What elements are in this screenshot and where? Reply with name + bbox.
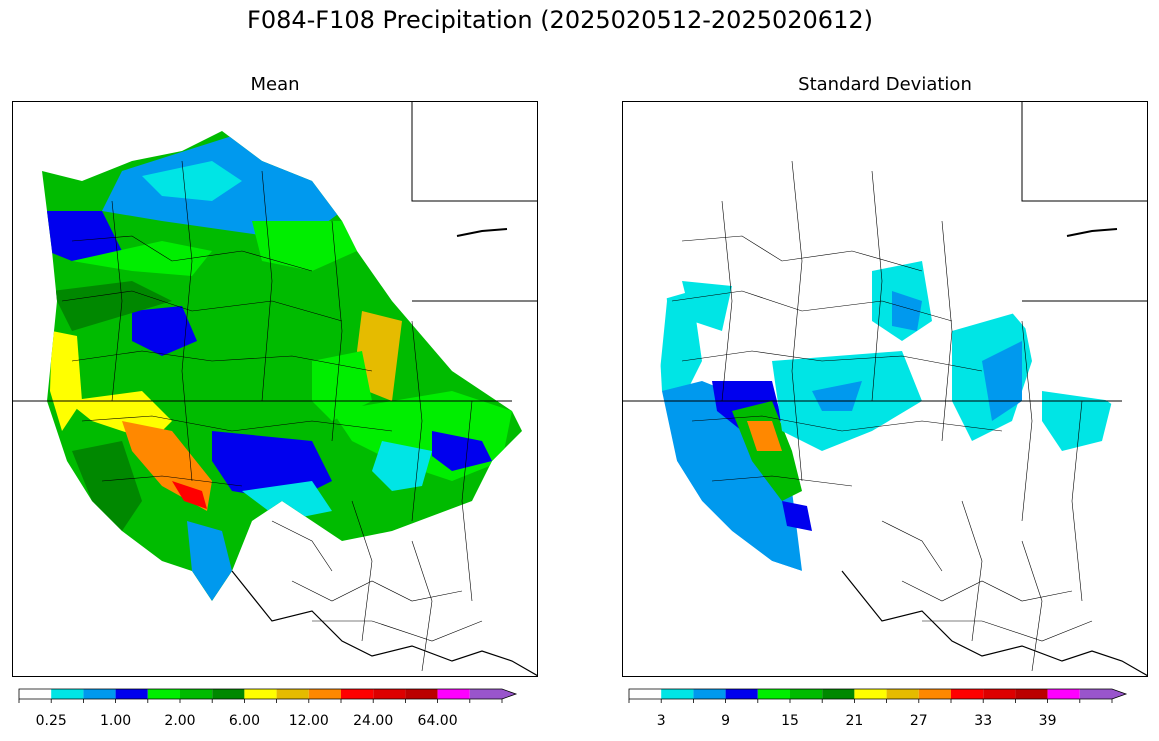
stddev-colorbar-segment bbox=[951, 689, 984, 699]
mean-colorbar-segment bbox=[244, 689, 277, 699]
mean-colorbar-segment bbox=[469, 689, 516, 699]
stddev-colorbar-segment bbox=[725, 689, 758, 699]
mean-colorbar-segment bbox=[405, 689, 438, 699]
stddev-colorbar-segment bbox=[822, 689, 855, 699]
stddev-panel-title: Standard Deviation bbox=[798, 74, 972, 95]
mean-colorbar-tick-label: 12.00 bbox=[289, 713, 329, 729]
stddev-colorbar-tick-label: 9 bbox=[721, 713, 730, 729]
mean-border-line bbox=[231, 570, 538, 677]
stddev-colorbar-segment bbox=[918, 689, 951, 699]
mean-colorbar-segment bbox=[437, 689, 470, 699]
mean-colorbar-segment bbox=[308, 689, 341, 699]
mean-colorbar-tick-label: 2.00 bbox=[164, 713, 195, 729]
mean-map bbox=[12, 101, 538, 677]
stddev-colorbar-tick-label: 3 bbox=[657, 713, 666, 729]
stddev-colorbar-outline bbox=[628, 688, 1128, 700]
mean-colorbar-segment bbox=[51, 689, 84, 699]
mean-state-lines bbox=[12, 101, 538, 402]
stddev-border-line bbox=[841, 570, 1148, 677]
stddev-colorbar-segment bbox=[854, 689, 887, 699]
stddev-colorbar-tick-label: 21 bbox=[845, 713, 863, 729]
mean-colorbar-segment bbox=[180, 689, 213, 699]
mean-basin-boundaries bbox=[61, 160, 483, 672]
mean-colorbar-segment bbox=[83, 689, 116, 699]
mean-colorbar-tick-label: 1.00 bbox=[100, 713, 131, 729]
stddev-colorbar-segment bbox=[629, 689, 662, 699]
stddev-lake-outline bbox=[1066, 228, 1118, 237]
mean-colorbar-segment bbox=[115, 689, 148, 699]
mean-colorbar-outline bbox=[18, 688, 518, 700]
mean-colorbar-segment bbox=[147, 689, 180, 699]
mean-colorbar-tick-label: 24.00 bbox=[353, 713, 393, 729]
stddev-colorbar-segment bbox=[1047, 689, 1080, 699]
stddev-colorbar-tick-label: 15 bbox=[781, 713, 799, 729]
stddev-state-lines bbox=[622, 101, 1148, 402]
mean-colorbar-segment bbox=[276, 689, 309, 699]
stddev-colorbar-segment bbox=[983, 689, 1016, 699]
mean-colorbar-segment bbox=[212, 689, 245, 699]
mean-colorbar-tick-label: 0.25 bbox=[36, 713, 67, 729]
mean-colorbar-segment bbox=[341, 689, 374, 699]
mean-colorbar-tick-label: 6.00 bbox=[229, 713, 260, 729]
figure-title: F084-F108 Precipitation (2025020512-2025… bbox=[247, 6, 873, 34]
stddev-colorbar-tick-label: 27 bbox=[910, 713, 928, 729]
stddev-colorbar-segment bbox=[1015, 689, 1048, 699]
mean-colorbar-tick-label: 64.00 bbox=[418, 713, 458, 729]
stddev-map bbox=[622, 101, 1148, 677]
mean-lake-outline bbox=[456, 228, 508, 237]
stddev-colorbar-segment bbox=[757, 689, 790, 699]
stddev-colorbar-segment bbox=[661, 689, 694, 699]
stddev-colorbar: 3 9 15 21 27 33 39 bbox=[628, 688, 1128, 729]
mean-precip-fill bbox=[42, 131, 522, 601]
mean-panel-title: Mean bbox=[250, 74, 300, 95]
stddev-basin-boundaries bbox=[671, 160, 1093, 672]
stddev-colorbar-segment bbox=[693, 689, 726, 699]
stddev-colorbar-segment bbox=[790, 689, 823, 699]
mean-colorbar-segment bbox=[373, 689, 406, 699]
stddev-colorbar-segment bbox=[1079, 689, 1126, 699]
mean-colorbar-segment bbox=[19, 689, 52, 699]
stddev-colorbar-tick-label: 33 bbox=[974, 713, 992, 729]
stddev-colorbar-tick-label: 39 bbox=[1039, 713, 1057, 729]
mean-colorbar: 0.25 1.00 2.00 6.00 12.00 24.00 64.00 bbox=[18, 688, 518, 729]
stddev-colorbar-segment bbox=[886, 689, 919, 699]
stddev-precip-fill bbox=[652, 131, 1132, 601]
